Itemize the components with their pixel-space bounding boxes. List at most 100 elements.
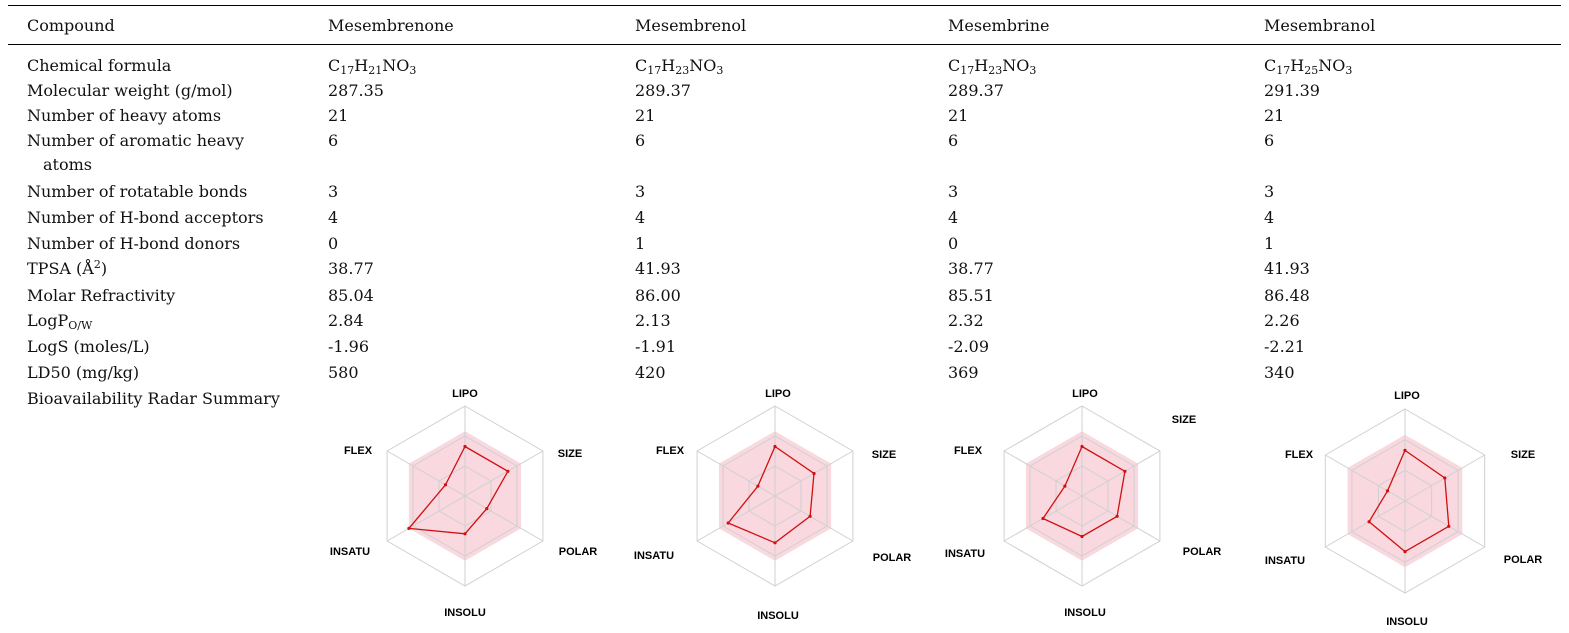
radar-axis-label-insatu: INSATU (330, 546, 370, 558)
radar-spoke (464, 495, 544, 542)
table-header-rule (8, 44, 1561, 45)
table-cell: 21 (948, 106, 969, 125)
table-cell: -2.21 (1264, 337, 1306, 356)
radar-axis-label-insatu: INSATU (1265, 555, 1305, 567)
radar-axis-label-insolu: INSOLU (444, 607, 486, 619)
formula-cell: C17H21NO3 (328, 56, 417, 77)
table-cell: 38.77 (328, 259, 374, 278)
radar-chart-mesembrenol: LIPO SIZE POLAR INSOLU INSATU FLEX (634, 388, 911, 622)
radar-axis-label-insolu: INSOLU (1386, 616, 1428, 628)
table-cell: 86.48 (1264, 286, 1310, 305)
radar-spoke (464, 450, 544, 497)
radar-axis-label-insolu: INSOLU (757, 610, 799, 622)
table-cell: 2.26 (1264, 311, 1300, 330)
radar-axis-label-flex: FLEX (954, 445, 983, 457)
radar-spoke (696, 450, 776, 497)
table-cell: 4 (1264, 208, 1275, 227)
table-cell: -1.96 (328, 337, 370, 356)
radar-point (1080, 444, 1084, 449)
radar-spoke (1325, 454, 1406, 502)
table-cell: 6 (328, 131, 339, 150)
header-mesembrine: Mesembrine (948, 16, 1050, 35)
radar-point (808, 514, 812, 518)
table-cell: 287.35 (328, 81, 384, 100)
radar-point (1403, 448, 1407, 452)
table-cell: 41.93 (1264, 259, 1310, 278)
table-cell: 85.51 (948, 286, 994, 305)
table-cell: 3 (948, 182, 959, 201)
row-label-hbond-acceptors: Number of H-bond acceptors (27, 208, 264, 227)
table-cell: 340 (1264, 363, 1295, 382)
radar-point (773, 444, 777, 449)
radar-axis-label-flex: FLEX (656, 445, 685, 457)
table-cell: 580 (328, 363, 359, 382)
radar-point (726, 521, 730, 525)
table-top-rule (8, 5, 1561, 6)
radar-axis-label-lipo: LIPO (765, 388, 791, 400)
radar-point (1443, 476, 1447, 480)
header-compound: Compound (27, 16, 115, 35)
radar-spoke (386, 450, 466, 497)
radar-point (463, 444, 467, 449)
table-cell: 21 (1264, 106, 1285, 125)
header-mesembrenol: Mesembrenol (635, 16, 747, 35)
row-label-rotatable-bonds: Number of rotatable bonds (27, 182, 248, 201)
radar-point (485, 507, 489, 511)
radar-spoke (1003, 450, 1083, 497)
table-cell: 2.13 (635, 311, 671, 330)
table-cell: 2.32 (948, 311, 984, 330)
radar-spoke (1404, 500, 1485, 548)
table-cell: 1 (635, 234, 646, 253)
table-cell: 3 (635, 182, 646, 201)
radar-point (1367, 520, 1371, 524)
table-cell: 21 (635, 106, 656, 125)
radar-point (1115, 514, 1119, 518)
radar-axis-label-lipo: LIPO (452, 388, 478, 400)
radar-axis-label-polar: POLAR (1504, 554, 1543, 566)
radar-point (1403, 550, 1407, 554)
table-cell: 38.77 (948, 259, 994, 278)
table-cell: 4 (948, 208, 959, 227)
radar-point (812, 471, 816, 476)
radar-axis-label-insatu: INSATU (634, 550, 674, 562)
table-cell: -1.91 (635, 337, 677, 356)
row-label-logp: LogPO/W (27, 311, 93, 332)
radar-axis-label-lipo: LIPO (1072, 388, 1098, 400)
radar-spoke (774, 495, 854, 542)
row-label-chemical-formula: Chemical formula (27, 56, 172, 75)
table-cell: 289.37 (635, 81, 691, 100)
radar-axis-label-insolu: INSOLU (1064, 607, 1106, 619)
radar-axis-label-polar: POLAR (1183, 546, 1222, 558)
formula-cell: C17H23NO3 (635, 56, 724, 77)
radar-chart-mesembrine: LIPO SIZE POLAR INSOLU INSATU FLEX (945, 388, 1222, 619)
table-cell: 369 (948, 363, 979, 382)
radar-point (773, 541, 777, 545)
radar-point (1080, 534, 1084, 539)
radar-point (506, 469, 510, 473)
header-mesembranol: Mesembranol (1264, 16, 1376, 35)
radar-axis-label-polar: POLAR (559, 546, 598, 558)
table-cell: 2.84 (328, 311, 364, 330)
table-cell: 6 (1264, 131, 1275, 150)
header-mesembrenone: Mesembrenone (328, 16, 454, 35)
row-label-hbond-donors: Number of H-bond donors (27, 234, 241, 253)
radar-point (1385, 489, 1390, 493)
table-cell: 289.37 (948, 81, 1004, 100)
radar-chart-mesembrenone: LIPO SIZE POLAR INSOLU INSATU FLEX (330, 388, 598, 619)
row-label-logs: LogS (moles/L) (27, 337, 150, 356)
table-cell: 4 (328, 208, 339, 227)
formula-cell: C17H25NO3 (1264, 56, 1353, 77)
table-cell: 0 (328, 234, 339, 253)
radar-axis-label-size: SIZE (558, 448, 582, 460)
table-cell: 0 (948, 234, 959, 253)
row-label-aromatic-heavy-atoms: Number of aromatic heavy atoms (27, 131, 245, 174)
table-cell: 291.39 (1264, 81, 1320, 100)
radar-point (1063, 484, 1067, 488)
radar-point (463, 532, 467, 536)
table-cell: 86.00 (635, 286, 681, 305)
table-cell: 6 (635, 131, 646, 150)
radar-axis-label-size: SIZE (1511, 449, 1535, 461)
radar-axis-label-flex: FLEX (1285, 449, 1314, 461)
radar-point (407, 526, 411, 530)
radar-spoke (696, 495, 776, 542)
